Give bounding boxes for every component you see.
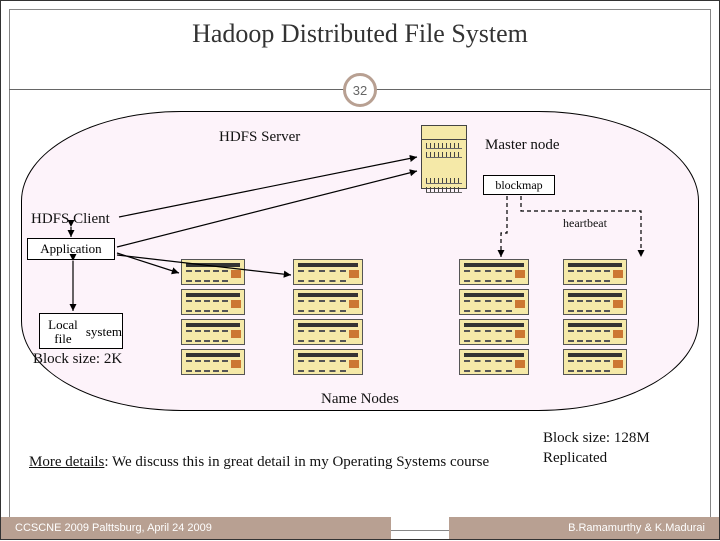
heartbeat-label: heartbeat [563,216,607,231]
application-box: Application [27,238,115,260]
local-fs-box: Local file system [39,313,123,349]
slide-number: 32 [353,83,367,98]
hdfs-client-label: HDFS Client [31,211,110,228]
blocksize-128m-text: Block size: 128M [543,430,650,446]
master-server-icon [421,125,467,189]
blockmap-box: blockmap [483,175,555,195]
footer-right: B.Ramamurthy & K.Madurai [449,517,719,539]
name-node-rack [181,259,245,379]
name-node-rack [563,259,627,379]
name-node-rack [459,259,529,379]
replicated-text: Replicated [543,450,607,466]
slide-number-badge: 32 [343,73,377,107]
application-label: Application [40,241,101,257]
blockmap-label: blockmap [495,178,542,193]
slide-frame: Hadoop Distributed File System 32 HDFS S… [0,0,720,540]
footer-left: CCSCNE 2009 Palttsburg, April 24 2009 [1,517,391,539]
more-details-text: More details: We discuss this in great d… [29,453,519,473]
block-size-2k-label: Block size: 2K [33,351,122,368]
more-details-rest: : We discuss this in great detail in my … [104,454,489,470]
block-size-128m-label: Block size: 128M Replicated [543,429,650,468]
name-nodes-label: Name Nodes [321,391,399,408]
local-fs-line2: system [86,325,122,339]
slide-title: Hadoop Distributed File System [1,19,719,49]
local-fs-line1: Local file [40,318,86,347]
more-details-link[interactable]: More details [29,454,104,470]
hdfs-server-label: HDFS Server [219,129,300,146]
master-node-label: Master node [485,137,560,154]
name-node-rack [293,259,363,379]
